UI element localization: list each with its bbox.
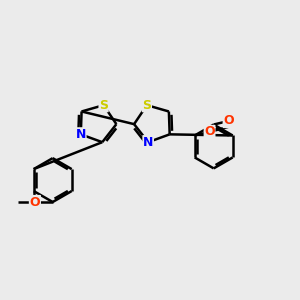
Text: F: F (29, 200, 38, 212)
Text: O: O (204, 125, 215, 139)
Text: S: S (99, 99, 108, 112)
Text: O: O (223, 115, 234, 128)
Text: O: O (30, 196, 40, 208)
Text: N: N (76, 128, 86, 141)
Text: N: N (143, 136, 153, 149)
Text: S: S (142, 99, 152, 112)
